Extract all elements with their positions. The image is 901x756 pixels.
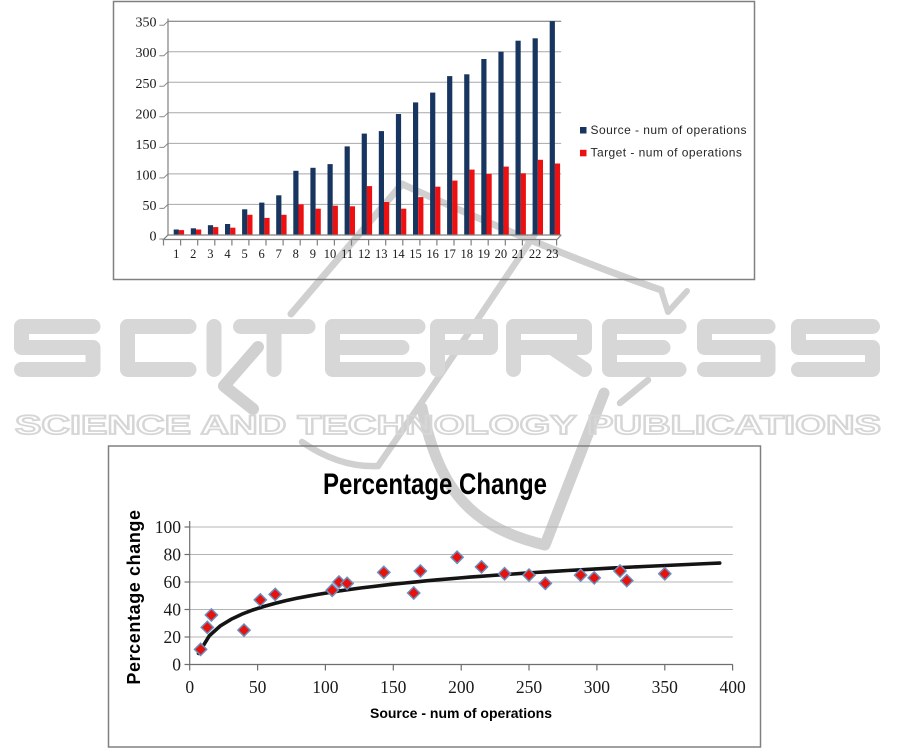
svg-text:21: 21 <box>512 247 525 261</box>
svg-text:23: 23 <box>546 247 559 261</box>
svg-text:18: 18 <box>460 247 473 261</box>
svg-text:400: 400 <box>719 677 746 697</box>
svg-text:150: 150 <box>136 138 157 153</box>
svg-text:20: 20 <box>164 627 182 647</box>
svg-text:19: 19 <box>478 247 491 261</box>
svg-text:22: 22 <box>529 247 542 261</box>
svg-text:100: 100 <box>136 168 157 183</box>
svg-text:300: 300 <box>136 46 157 61</box>
svg-text:Target - num of operations: Target - num of operations <box>591 146 743 160</box>
svg-text:6: 6 <box>258 247 264 261</box>
svg-text:3: 3 <box>207 247 213 261</box>
svg-text:100: 100 <box>312 677 339 697</box>
svg-text:100: 100 <box>155 517 182 537</box>
svg-text:8: 8 <box>293 247 299 261</box>
svg-text:9: 9 <box>310 247 316 261</box>
svg-text:1: 1 <box>173 247 179 261</box>
svg-text:12: 12 <box>358 247 371 261</box>
svg-text:2: 2 <box>190 247 196 261</box>
svg-text:Percentage change: Percentage change <box>124 509 144 684</box>
svg-text:15: 15 <box>409 247 422 261</box>
svg-text:4: 4 <box>224 247 231 261</box>
svg-text:40: 40 <box>164 600 182 620</box>
svg-text:5: 5 <box>241 247 247 261</box>
svg-text:20: 20 <box>495 247 508 261</box>
svg-text:0: 0 <box>150 230 157 245</box>
svg-text:16: 16 <box>426 247 439 261</box>
svg-text:11: 11 <box>341 247 353 261</box>
svg-text:Percentage Change: Percentage Change <box>323 466 547 500</box>
svg-text:150: 150 <box>380 677 407 697</box>
svg-text:0: 0 <box>172 655 181 675</box>
svg-text:50: 50 <box>143 199 157 214</box>
svg-text:10: 10 <box>324 247 337 261</box>
svg-text:250: 250 <box>136 77 157 92</box>
svg-text:17: 17 <box>443 247 456 261</box>
svg-text:13: 13 <box>375 247 388 261</box>
svg-text:80: 80 <box>164 545 182 565</box>
svg-text:350: 350 <box>652 677 679 697</box>
svg-text:350: 350 <box>136 16 157 31</box>
svg-text:Source - num of operations: Source - num of operations <box>370 705 552 721</box>
svg-text:14: 14 <box>392 247 405 261</box>
svg-text:300: 300 <box>584 677 611 697</box>
svg-text:SCIENCE AND TECHNOLOGY PUBLICA: SCIENCE AND TECHNOLOGY PUBLICATIONS <box>15 410 881 440</box>
svg-text:7: 7 <box>276 247 282 261</box>
svg-text:250: 250 <box>516 677 543 697</box>
svg-text:60: 60 <box>164 572 182 592</box>
svg-text:50: 50 <box>249 677 267 697</box>
svg-text:200: 200 <box>136 107 157 122</box>
svg-text:0: 0 <box>185 677 194 697</box>
svg-text:200: 200 <box>448 677 475 697</box>
svg-text:Source - num of operations: Source - num of operations <box>591 123 747 137</box>
